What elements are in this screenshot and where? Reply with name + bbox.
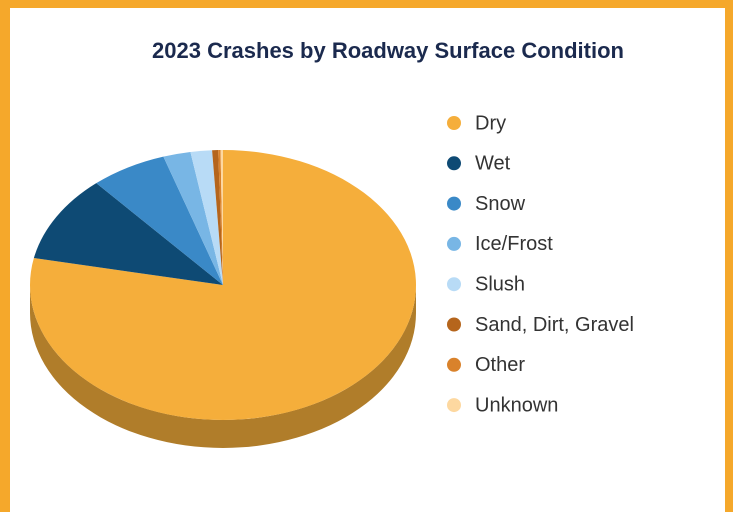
legend-swatch bbox=[447, 116, 461, 130]
legend-swatch bbox=[447, 196, 461, 211]
legend-label: Slush bbox=[475, 273, 525, 295]
pie-slice bbox=[96, 156, 223, 285]
pie-slice bbox=[30, 150, 417, 420]
pie-slice bbox=[218, 150, 223, 285]
legend-label: Dry bbox=[475, 112, 506, 134]
legend-label: Snow bbox=[475, 193, 526, 215]
legend-swatch bbox=[447, 277, 461, 292]
legend-swatch bbox=[447, 236, 461, 251]
pie-slice bbox=[190, 150, 223, 285]
pie-slice bbox=[212, 150, 223, 285]
legend-swatch bbox=[447, 156, 461, 171]
legend-label: Sand, Dirt, Gravel bbox=[475, 314, 634, 336]
legend-label: Ice/Frost bbox=[475, 233, 553, 255]
pie-side bbox=[30, 285, 416, 448]
legend-label: Unknown bbox=[475, 394, 558, 416]
legend-label: Other bbox=[475, 354, 525, 376]
legend-swatch bbox=[447, 317, 461, 332]
legend-label: Wet bbox=[475, 153, 511, 175]
legend-swatch bbox=[447, 357, 461, 372]
pie-slice bbox=[163, 151, 223, 285]
pie-slice bbox=[220, 150, 223, 285]
legend-swatch bbox=[447, 398, 461, 413]
chart-title: 2023 Crashes by Roadway Surface Conditio… bbox=[152, 38, 624, 63]
pie-slice bbox=[33, 183, 224, 285]
